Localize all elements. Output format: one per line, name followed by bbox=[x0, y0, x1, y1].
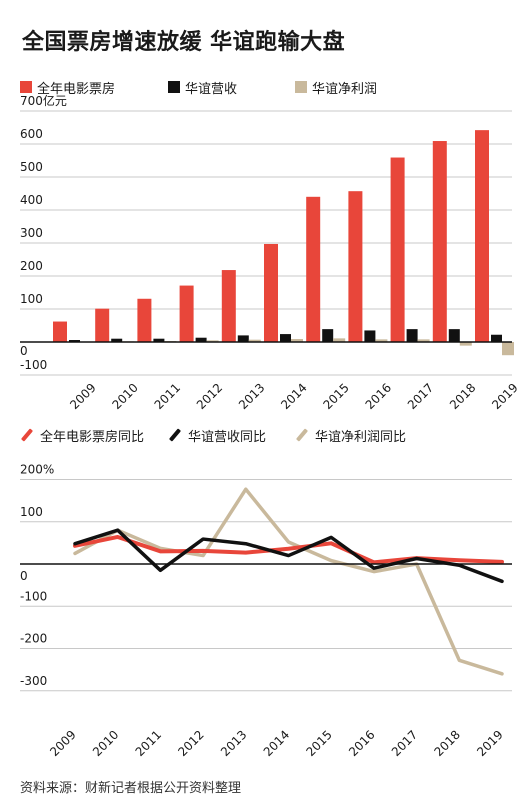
y-tick-label: 100 bbox=[20, 505, 43, 519]
bar-revenue bbox=[364, 330, 376, 342]
x-tick-label: 2013 bbox=[218, 728, 249, 759]
series-line-profit-yoy bbox=[73, 487, 504, 676]
y-tick-label: 600 bbox=[20, 127, 43, 141]
bar-boxoffice bbox=[264, 243, 278, 342]
source-note: 资料来源：财新记者根据公开资料整理 bbox=[20, 781, 242, 796]
legend-item-boxoffice-yoy: 全年电影票房同比 bbox=[20, 426, 144, 445]
y-unit-label: 700亿元 bbox=[20, 93, 67, 108]
series-line-revenue-yoy bbox=[73, 528, 504, 584]
bar-revenue bbox=[111, 338, 123, 342]
bar-profit bbox=[459, 342, 472, 346]
legend-item-profit: 华谊净利润 bbox=[295, 78, 377, 97]
bar-profit bbox=[206, 340, 219, 342]
x-tick-label: 2016 bbox=[346, 728, 377, 759]
bar-boxoffice bbox=[390, 157, 405, 342]
y-tick-label: 500 bbox=[20, 160, 43, 174]
legend-label-boxoffice: 全年电影票房 bbox=[37, 81, 116, 97]
y-tick-label: -200 bbox=[20, 632, 47, 646]
bar-revenue bbox=[195, 337, 207, 342]
x-tick-label: 2019 bbox=[474, 728, 505, 759]
bar-boxoffice bbox=[179, 285, 194, 342]
bar-boxoffice bbox=[137, 298, 152, 342]
chart-title: 全国票房增速放缓 华谊跑输大盘 bbox=[22, 30, 346, 55]
bar-profit bbox=[502, 342, 514, 356]
bar-boxoffice bbox=[221, 270, 236, 342]
bar-profit bbox=[248, 339, 261, 342]
legend-item-revenue-yoy: 华谊营收同比 bbox=[168, 426, 266, 445]
bar-revenue bbox=[406, 329, 418, 342]
y-tick-label: 400 bbox=[20, 193, 43, 207]
y-tick-label: 0 bbox=[20, 344, 28, 358]
x-tick-label: 2012 bbox=[175, 728, 206, 759]
bar-boxoffice bbox=[306, 196, 321, 342]
legend-swatch-profit bbox=[295, 81, 307, 93]
series-line-boxoffice-yoy bbox=[73, 534, 504, 565]
x-tick-label: 2015 bbox=[303, 728, 334, 759]
y-unit-label: 200% bbox=[20, 463, 54, 477]
y-tick-label: 0 bbox=[20, 569, 28, 583]
bar-revenue bbox=[322, 329, 334, 342]
bar-profit bbox=[375, 339, 388, 342]
bar-revenue bbox=[153, 338, 165, 342]
bar-boxoffice bbox=[95, 308, 110, 342]
bar-revenue bbox=[237, 335, 249, 342]
legend-item-profit-yoy: 华谊净利润同比 bbox=[295, 426, 406, 445]
y-tick-label: 100 bbox=[20, 292, 43, 306]
y-tick-label: -300 bbox=[20, 674, 47, 688]
legend-label-revenue: 华谊营收 bbox=[185, 81, 238, 97]
bar-profit bbox=[291, 339, 303, 342]
bar-profit bbox=[417, 339, 430, 342]
bar-boxoffice bbox=[432, 141, 447, 342]
x-tick-label: 2017 bbox=[389, 728, 420, 759]
x-tick-label: 2018 bbox=[432, 728, 463, 759]
bar-boxoffice bbox=[475, 130, 489, 342]
legend-item-revenue: 华谊营收 bbox=[168, 78, 237, 97]
legend-label-profit: 华谊净利润 bbox=[312, 81, 378, 97]
bar-boxoffice bbox=[348, 191, 363, 342]
bar-revenue bbox=[491, 334, 502, 342]
x-tick-label: 2014 bbox=[261, 728, 292, 759]
y-tick-label: 200 bbox=[20, 259, 43, 273]
bar-revenue bbox=[69, 340, 80, 342]
bar-revenue bbox=[280, 334, 291, 342]
legend-swatch-revenue bbox=[168, 81, 180, 93]
bar-boxoffice bbox=[53, 321, 67, 342]
legend-label-revenue-yoy: 华谊营收同比 bbox=[188, 429, 267, 445]
bar-revenue bbox=[448, 329, 460, 342]
bar-profit bbox=[333, 338, 346, 342]
legend-label-boxoffice-yoy: 全年电影票房同比 bbox=[40, 429, 145, 445]
legend-swatch-boxoffice bbox=[20, 81, 32, 93]
y-tick-label: 300 bbox=[20, 226, 43, 240]
y-tick-label: -100 bbox=[20, 358, 47, 372]
x-tick-label: 2011 bbox=[133, 728, 164, 759]
legend-label-profit-yoy: 华谊净利润同比 bbox=[315, 429, 407, 445]
x-tick-label: 2009 bbox=[47, 728, 78, 759]
legend-item-boxoffice: 全年电影票房 bbox=[20, 78, 115, 97]
y-tick-label: -100 bbox=[20, 589, 47, 603]
x-tick-label: 2010 bbox=[90, 728, 121, 759]
